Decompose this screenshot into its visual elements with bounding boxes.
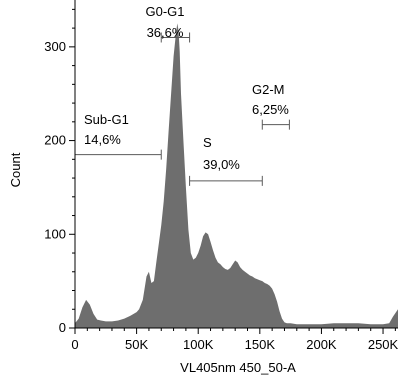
gate-percent-sub-g1: 14,6%	[84, 132, 121, 147]
gate-name-g0-g1: G0-G1	[145, 4, 184, 19]
x-tick-label: 50K	[125, 337, 148, 352]
gate-percent-s: 39,0%	[203, 157, 240, 172]
gate-name-s: S	[203, 135, 212, 150]
axes: 0 100 200 300 0 50K 100K 150K 200K 250K	[44, 0, 399, 352]
y-tick-label: 300	[44, 39, 66, 54]
gate-name-g2-m: G2-M	[252, 82, 285, 97]
x-tick-label: 250K	[368, 337, 399, 352]
x-tick-label: 100K	[183, 337, 214, 352]
x-tick-label: 150K	[245, 337, 276, 352]
y-tick-label: 0	[59, 320, 66, 335]
y-tick-label: 100	[44, 226, 66, 241]
gate-percent-g0-g1: 36,6%	[147, 25, 184, 40]
plot-area	[75, 23, 398, 329]
gate-percent-g2-m: 6,25%	[252, 102, 289, 117]
y-tick-label: 200	[44, 133, 66, 148]
x-tick-label: 200K	[306, 337, 337, 352]
x-axis-title: VL405nm 450_50-A	[180, 360, 296, 375]
y-axis-title: Count	[8, 152, 23, 187]
gate-markers: Sub-G1 14,6% G0-G1 36,6% S 39,0% G2-M 6,25%	[74, 4, 290, 186]
histogram-series-0	[75, 23, 398, 329]
x-tick-label: 0	[71, 337, 78, 352]
gate-name-sub-g1: Sub-G1	[84, 112, 129, 127]
